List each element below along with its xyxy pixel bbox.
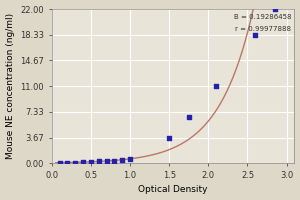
Point	[57, 161, 62, 164]
Text: r = 0.99977888: r = 0.99977888	[235, 26, 291, 32]
Point	[128, 158, 132, 161]
Point	[186, 115, 191, 119]
Y-axis label: Mouse NE concentration (ng/ml): Mouse NE concentration (ng/ml)	[6, 13, 15, 159]
Point	[272, 7, 277, 11]
Point	[253, 33, 258, 36]
Point	[120, 158, 124, 162]
Point	[112, 159, 117, 162]
Point	[81, 160, 85, 164]
Point	[104, 160, 109, 163]
Point	[96, 160, 101, 163]
Point	[88, 160, 93, 164]
Text: B = 0.19286458: B = 0.19286458	[233, 14, 291, 20]
Point	[167, 136, 172, 139]
Point	[214, 85, 219, 88]
Point	[65, 161, 70, 164]
X-axis label: Optical Density: Optical Density	[138, 185, 208, 194]
Point	[73, 161, 78, 164]
